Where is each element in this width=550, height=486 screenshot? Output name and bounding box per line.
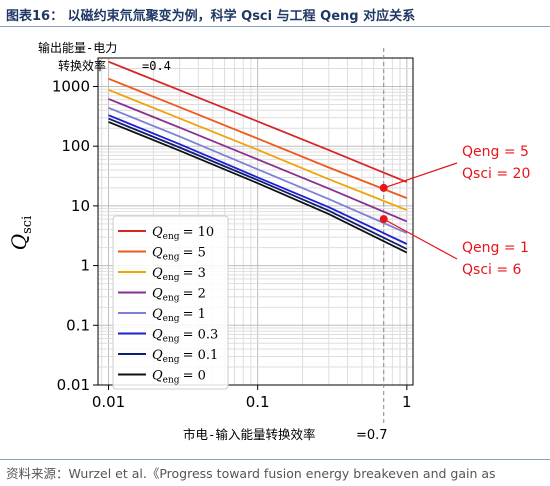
legend-box [112,215,229,390]
y-axis-label-sub: sci [20,216,35,234]
legend-label: Qeng = 10 [152,225,214,242]
x-tick-label: 0.01 [92,393,125,411]
callout-qsci-label: Qsci = 6 [462,262,522,278]
plot-frame [97,57,414,386]
callout-qeng-label: Qeng = 5 [462,144,529,160]
y-tick-label: 1 [80,257,90,275]
series-line-qeng-0.1 [108,117,408,250]
top-annotation-value: =0.4 [142,59,171,73]
series-line-qeng-2 [108,98,408,223]
y-tick-label: 100 [61,137,90,155]
x-axis-label-value: =0.7 [356,428,388,443]
axis-ticks: 0.01 0.1 1 0.01 0.1 1 10 100 1000 [52,77,412,411]
series-line-qeng-1 [108,106,408,234]
y-axis-label-main: Q [7,234,31,250]
series-lines [108,60,408,254]
title-divider [0,26,550,27]
top-annotation-line1: 输出能量-电力 [38,40,117,55]
qsci-vs-efficiency-chart: 0.01 0.1 1 0.01 0.1 1 10 100 1000 Qsci 输出能量-电力 转… [7,40,530,443]
y-tick-label: 0.1 [66,316,90,334]
series-line-qeng-0.3 [108,114,408,245]
y-tick-label: 0.01 [57,376,90,394]
legend-label: Qeng = 0 [152,369,206,386]
series-line-qeng-5 [108,77,408,199]
legend-label: Qeng = 1 [152,307,206,324]
x-axis-label: 市电-输入能量转换效率 [183,427,316,442]
series-line-qeng-10 [108,60,408,183]
y-axis-label: Qsci [7,216,35,251]
top-annotation-line2: 转换效率 [58,58,106,73]
x-tick-label: 1 [402,393,412,411]
y-tick-label: 1000 [52,77,90,95]
callout-leader [383,218,458,260]
legend-label: Qeng = 0.3 [152,328,218,345]
callout-leader [383,162,458,189]
page-title: 图表16： 以磁约束氘氚聚变为例，科学 Qsci 与工程 Qeng 对应关系 [6,9,416,24]
series-line-qeng-3 [108,88,408,211]
source-divider [0,459,550,460]
x-tick-label: 0.1 [246,393,270,411]
legend-label: Qeng = 2 [152,287,206,304]
legend-label: Qeng = 3 [152,266,206,283]
series-line-qeng-0 [108,121,408,254]
y-tick-label: 10 [71,197,90,215]
legend: Qeng = 10 Qeng = 5 Qeng = 3 Qeng = 2 Qeng = 1 Qeng… [112,215,229,390]
callout-qeng-label: Qeng = 1 [462,240,529,256]
callout-point [379,215,388,224]
grid-lines [98,57,413,386]
legend-label: Qeng = 0.1 [152,348,218,365]
callout-qsci-label: Qsci = 20 [462,166,530,182]
callouts: Qeng = 5 Qsci = 20 Qeng = 1 Qsci = 6 [379,144,530,278]
legend-label: Qeng = 5 [152,246,206,263]
source-note: 资料来源：Wurzel et al.《Progress toward fusio… [6,466,496,481]
callout-point [379,183,388,192]
